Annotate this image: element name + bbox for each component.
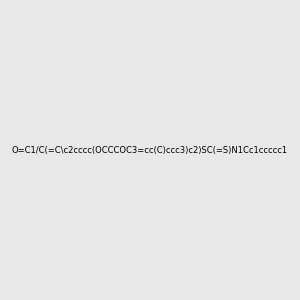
Text: O=C1/C(=C\c2cccc(OCCCOC3=cc(C)ccc3)c2)SC(=S)N1Cc1ccccc1: O=C1/C(=C\c2cccc(OCCCOC3=cc(C)ccc3)c2)SC… bbox=[12, 146, 288, 154]
